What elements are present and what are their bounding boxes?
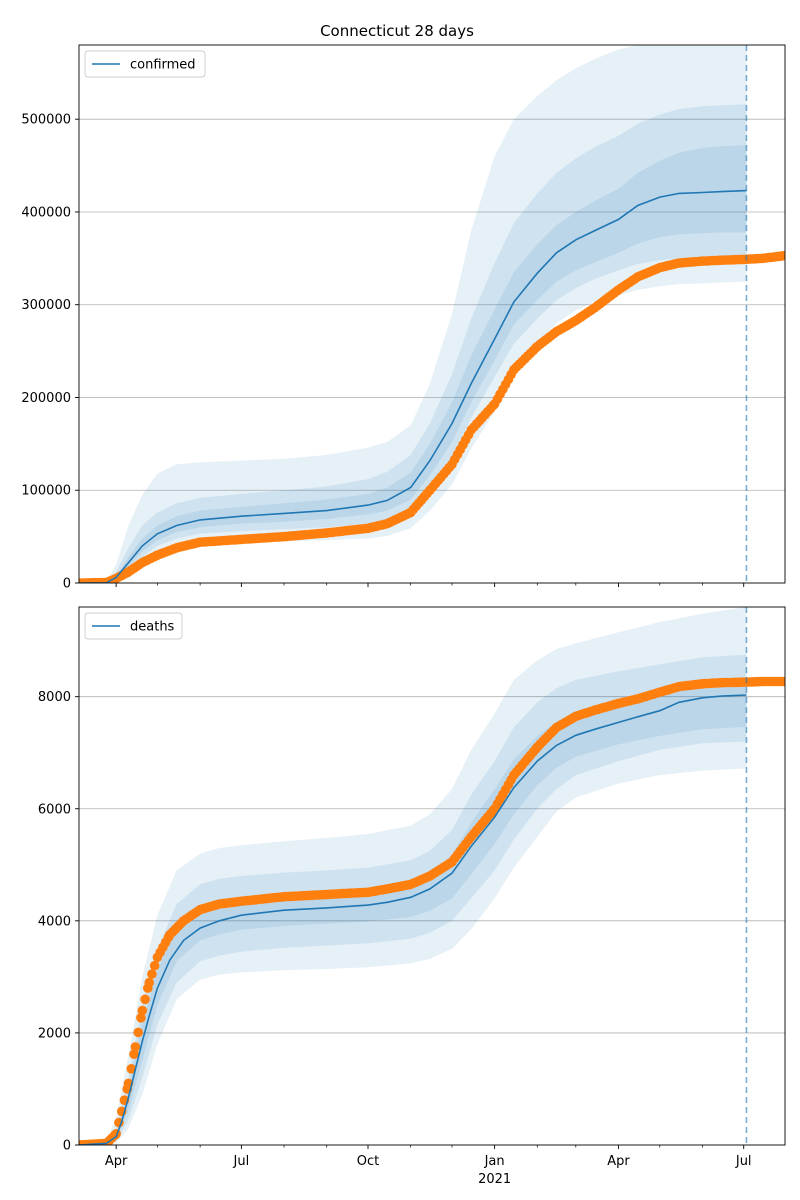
y-tick-label: 300000 — [21, 298, 71, 313]
x-tick-label: Jul — [233, 1154, 250, 1169]
y-tick-label: 400000 — [21, 205, 71, 220]
legend-label: deaths — [130, 620, 175, 635]
uncertainty-band-outer — [79, 45, 747, 583]
y-tick-label: 6000 — [38, 802, 71, 817]
uncertainty-band-inner — [79, 145, 747, 583]
y-tick-label: 200000 — [21, 391, 71, 406]
observed-point — [147, 969, 157, 979]
x-tick-label: Jan — [484, 1154, 505, 1169]
plot-area — [79, 607, 785, 1145]
plot-area — [79, 45, 785, 583]
observed-point — [129, 1049, 139, 1059]
axes-frame — [78, 606, 786, 1146]
y-tick-label: 8000 — [38, 690, 71, 705]
x-tick-label: Oct — [357, 1154, 379, 1169]
confirmed-panel: 0 100000 200000 300000 400000 500000 confirmed — [21, 44, 786, 592]
x-tick-label: Apr — [607, 1154, 630, 1169]
axes-frame — [78, 44, 786, 584]
observed-point — [144, 977, 154, 988]
x-tick-label: Jul — [735, 1154, 752, 1169]
uncertainty-band-middle — [79, 104, 747, 583]
deaths-panel: 0 2000 4000 6000 8000 Apr Jul Oct Jan 2021 Apr Jul d… — [38, 606, 786, 1187]
figure-title: Connecticut 28 days — [320, 22, 474, 40]
y-tick-label: 100000 — [21, 484, 71, 499]
y-tick-label: 0 — [63, 1139, 71, 1154]
legend-box — [84, 612, 183, 640]
y-tick-label: 0 — [63, 577, 71, 592]
model-line-deaths — [79, 694, 747, 1145]
observed-point — [780, 250, 785, 261]
observed-point — [140, 994, 150, 1005]
uncertainty-band-outer — [79, 607, 747, 1145]
uncertainty-band-inner — [79, 684, 747, 1145]
legend: deaths — [84, 612, 183, 640]
observed-point — [126, 1064, 137, 1074]
observed-series — [79, 676, 785, 1145]
observed-point — [133, 1027, 143, 1038]
x-tick-label: Apr — [105, 1154, 128, 1169]
observed-point — [137, 1005, 148, 1016]
y-tick-label: 4000 — [38, 914, 71, 929]
observed-point — [130, 1042, 141, 1052]
observed-series — [79, 250, 785, 583]
x-tick-sublabel: 2021 — [478, 1172, 511, 1187]
uncertainty-band-middle — [79, 654, 747, 1145]
legend-label: confirmed — [130, 58, 196, 73]
y-tick-label: 2000 — [38, 1026, 71, 1041]
legend: confirmed — [84, 50, 206, 78]
y-tick-label: 500000 — [21, 113, 71, 128]
observed-point — [780, 676, 785, 687]
observed-point — [136, 1013, 146, 1023]
legend-box — [84, 50, 206, 78]
observed-point — [149, 960, 160, 971]
model-line-confirmed — [79, 189, 747, 583]
